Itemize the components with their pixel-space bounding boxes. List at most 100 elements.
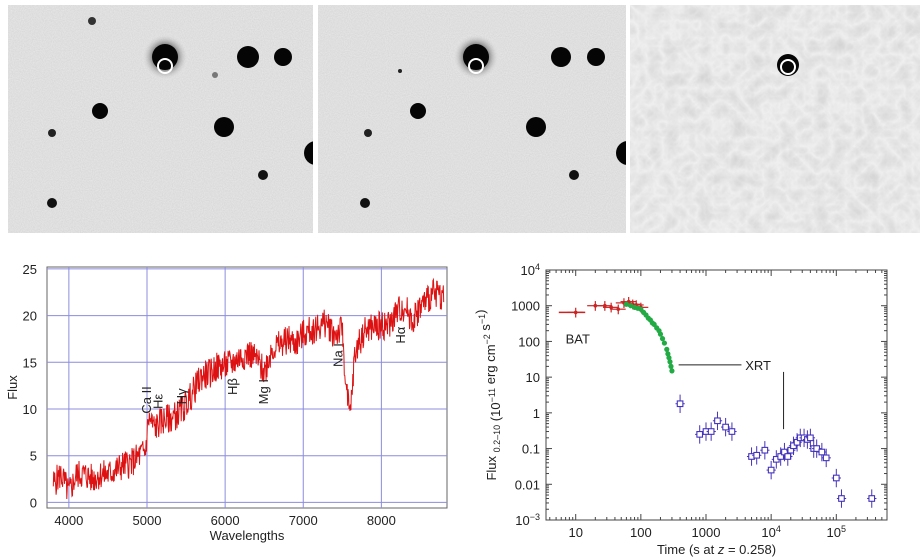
xrt-wt-data-point [667, 359, 673, 365]
xrt-wt-data-point [640, 309, 647, 315]
light-curve-y-tick-label: 10 [526, 370, 540, 385]
light-curve-y-tick-label: 104 [521, 262, 540, 278]
spectrum-y-tick-label: 0 [30, 495, 37, 510]
light-curve-y-tick-label: 10−3 [515, 512, 540, 528]
xrt-wt-data-point [651, 321, 657, 327]
spectrum-y-tick-label: 25 [23, 262, 37, 277]
spectrum-y-tick-label: 5 [30, 449, 37, 464]
xrt-wt-data-point [665, 351, 671, 357]
image-panel-2 [318, 5, 626, 233]
light-curve-y-tick-label: 0.01 [515, 477, 540, 492]
xrt-pc-data-point [706, 422, 716, 441]
light-curve-x-tick-label: 100 [630, 525, 652, 540]
xrt-pc-data-point [795, 428, 805, 448]
xrt-pc-data-point [752, 446, 762, 465]
light-curve-x-axis-label: Time (s at z = 0.258) [657, 542, 776, 557]
xrt-wt-data-point [628, 303, 634, 309]
xrt-pc-data-point [712, 411, 723, 431]
xrt-pc-data-point [836, 489, 847, 508]
bat-data-point [567, 307, 584, 318]
xrt-wt-data-point [666, 355, 672, 361]
spectrum-x-tick-label: 4000 [54, 513, 83, 528]
xrt-pc-data-point [695, 425, 705, 444]
image-panel-3 [630, 5, 920, 233]
spectrum-y-tick-label: 20 [23, 309, 37, 324]
xrt-wt-data-point [635, 305, 641, 311]
xrt-wt-data-point [657, 331, 664, 337]
bat-data-point [624, 299, 641, 310]
spectrum-y-axis-label: Flux [5, 375, 20, 400]
bat-data-point [596, 301, 613, 311]
xrt-pc-data-point [766, 460, 776, 480]
xrt-wt-data-point [656, 328, 662, 334]
light-curve-x-tick-label: 105 [827, 524, 846, 540]
spectrum-series-line [52, 277, 445, 500]
xrt-label: XRT [745, 358, 771, 373]
xrt-pc-data-point [746, 447, 757, 466]
xrt-pc-data-point [675, 394, 685, 414]
xrt-pc-data-point [821, 448, 831, 468]
spectral-line-label: Na I [330, 343, 345, 367]
spectral-line-label: Hα [393, 326, 408, 343]
xrt-wt-data-point [659, 336, 666, 342]
xrt-pc-data-point [786, 441, 796, 460]
xrt-pc-data-point [779, 442, 790, 462]
xrt-pc-data-point [817, 442, 827, 462]
light-curve-y-tick-label: 100 [518, 334, 540, 349]
light-curve-y-tick-label: 0.1 [522, 442, 540, 457]
xrt-pc-data-point [771, 450, 781, 469]
spectral-line-label: Hε [151, 394, 166, 409]
bat-label: BAT [566, 332, 590, 347]
xrt-pc-data-point [809, 439, 819, 458]
spectrum-plot-area [46, 266, 448, 509]
light-curve-y-axis-label: Flux 0.2–10 (10−11 erg cm−2 s−1) [473, 309, 503, 480]
xrt-wt-data-point [649, 320, 655, 326]
spectral-line-label: Mg I [256, 379, 271, 404]
xrt-wt-data-point [643, 312, 649, 318]
spectral-line-label: Ca II [139, 386, 154, 413]
xrt-pc-data-point [805, 428, 816, 448]
spectrum-y-tick-label: 10 [23, 402, 37, 417]
xrt-wt-data-point [631, 304, 638, 310]
xrt-wt-data-point [664, 346, 670, 352]
light-curve-x-tick-label: 104 [761, 524, 780, 540]
sky-image-2 [318, 5, 626, 233]
image-panel-1 [8, 5, 313, 233]
light-curve-y-tick-label: 1000 [511, 299, 540, 314]
light-curve-plot-area [545, 269, 888, 521]
xrt-wt-data-point [623, 301, 630, 307]
bat-data-point [603, 302, 619, 313]
spectrum-x-tick-label: 5000 [133, 513, 162, 528]
xrt-pc-data-point [727, 422, 737, 441]
xrt-wt-data-point [668, 363, 674, 369]
spectrum-x-tick-label: 8000 [367, 513, 396, 528]
bat-data-point [587, 301, 603, 311]
xrt-wt-data-point [669, 368, 675, 374]
light-curve-x-tick-label: 1000 [692, 525, 721, 540]
spectrum-y-tick-label: 15 [23, 355, 37, 370]
xrt-pc-data-point [792, 433, 802, 452]
xrt-pc-data-point [788, 436, 799, 456]
xrt-wt-data-point [654, 325, 660, 331]
bat-data-point [628, 300, 644, 311]
xrt-pc-data-point [760, 441, 770, 460]
spectrum-x-tick-label: 6000 [211, 513, 240, 528]
xrt-pc-data-point [721, 417, 731, 437]
xrt-wt-data-point [661, 340, 668, 346]
xrt-pc-data-point [776, 447, 786, 466]
xrt-pc-data-point [812, 439, 822, 458]
spectrum-x-axis-label: Wavelengths [210, 528, 285, 543]
xrt-pc-data-point [802, 430, 813, 449]
xrt-pc-data-point [831, 468, 841, 488]
bat-data-point [620, 296, 637, 307]
xrt-pc-data-point [799, 428, 809, 448]
spectrum-x-tick-label: 7000 [289, 513, 318, 528]
spectral-line-label: Hγ [174, 388, 189, 404]
xrt-wt-data-point [647, 317, 653, 323]
sky-image-1 [8, 5, 313, 233]
bat-data-point [610, 304, 626, 315]
light-curve-x-tick-label: 10 [568, 525, 582, 540]
bat-data-point [615, 298, 632, 308]
xrt-pc-data-point [701, 422, 711, 441]
xrt-wt-data-point [638, 306, 644, 312]
